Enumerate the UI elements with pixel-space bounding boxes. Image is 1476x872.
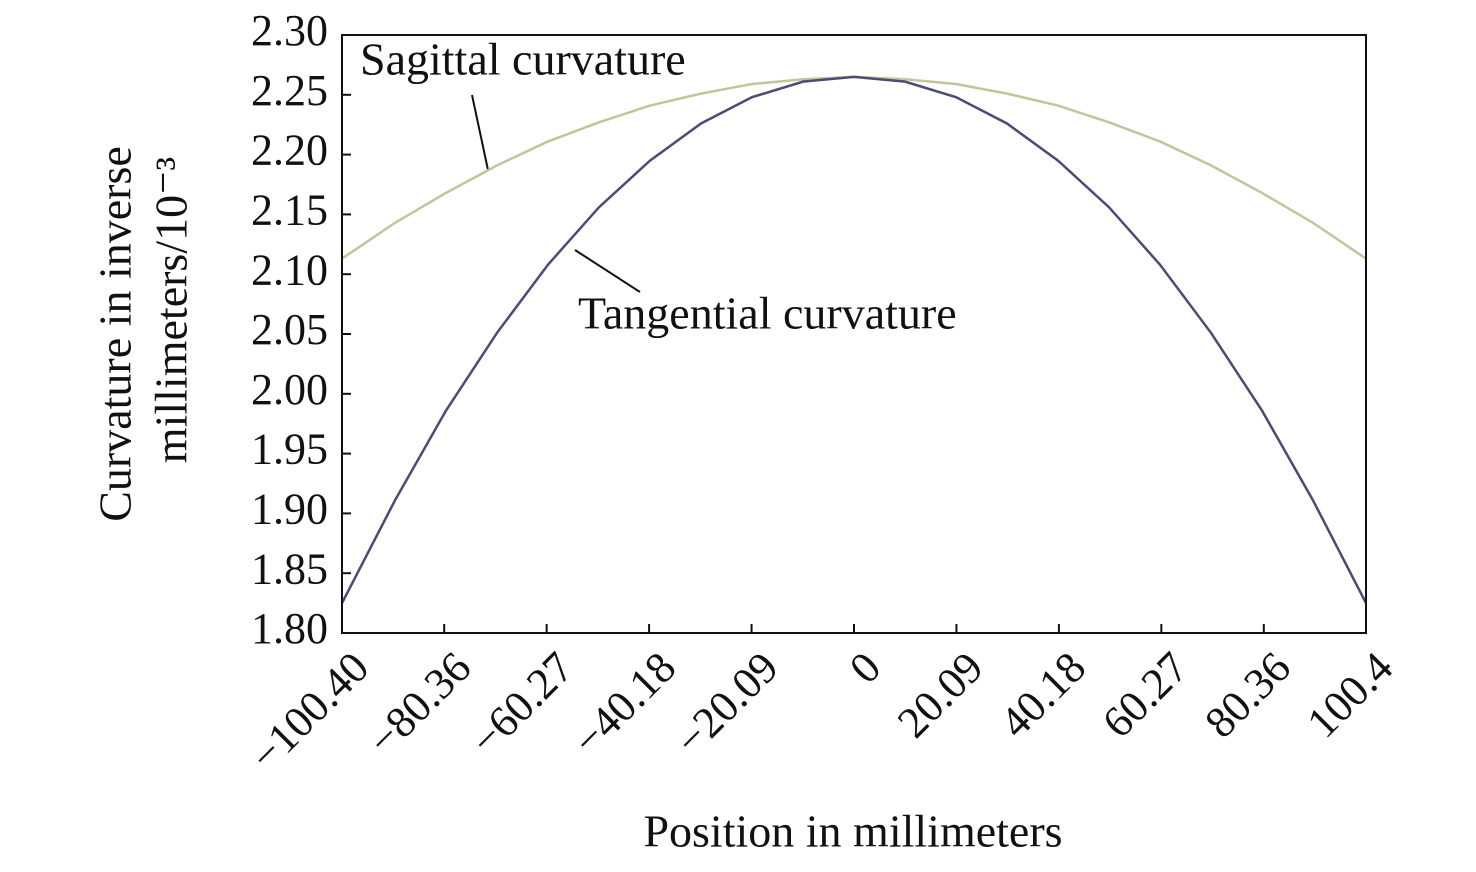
x-axis-label: Position in millimeters: [643, 806, 1062, 857]
y-tick-label: 1.90: [251, 484, 328, 533]
x-tick-label: −20.09: [666, 643, 788, 765]
y-tick-label: 1.80: [251, 604, 328, 653]
y-axis-label: millimeters/10⁻³: [146, 157, 197, 463]
line-series: [340, 75, 1368, 604]
y-tick-label: 2.25: [251, 66, 328, 115]
y-tick-label: 1.95: [251, 425, 328, 474]
y-tick-label: 2.05: [251, 305, 328, 354]
y-tick-label: 2.30: [251, 6, 328, 55]
annotation: Sagittal curvature: [360, 34, 686, 85]
x-tick-label: 80.36: [1195, 643, 1300, 748]
x-tick-label: −100.40: [240, 643, 378, 781]
x-tick-label: 100.4: [1298, 643, 1403, 748]
y-tick-label: 2.20: [251, 126, 328, 175]
annotation-leader: [574, 249, 641, 293]
y-tick-label: 2.00: [251, 365, 328, 414]
annotation-leader: [471, 94, 489, 171]
y-tick-label: 1.85: [251, 544, 328, 593]
x-tick-label: 60.27: [1093, 643, 1198, 748]
plot-frame: [341, 34, 1367, 634]
x-tick-label: −40.18: [563, 643, 685, 765]
x-tick-label: 40.18: [990, 643, 1095, 748]
x-tick-label: −60.27: [461, 643, 583, 765]
x-tick-label: 20.09: [888, 643, 993, 748]
y-tick-label: 2.10: [251, 245, 328, 294]
x-tick-label: 0: [840, 643, 890, 693]
line-series: [341, 75, 1367, 260]
y-axis-label: Curvature in inverse: [90, 146, 141, 522]
y-tick-label: 2.15: [251, 185, 328, 234]
x-tick-label: −80.36: [358, 643, 480, 765]
annotation: Tangential curvature: [578, 288, 957, 339]
